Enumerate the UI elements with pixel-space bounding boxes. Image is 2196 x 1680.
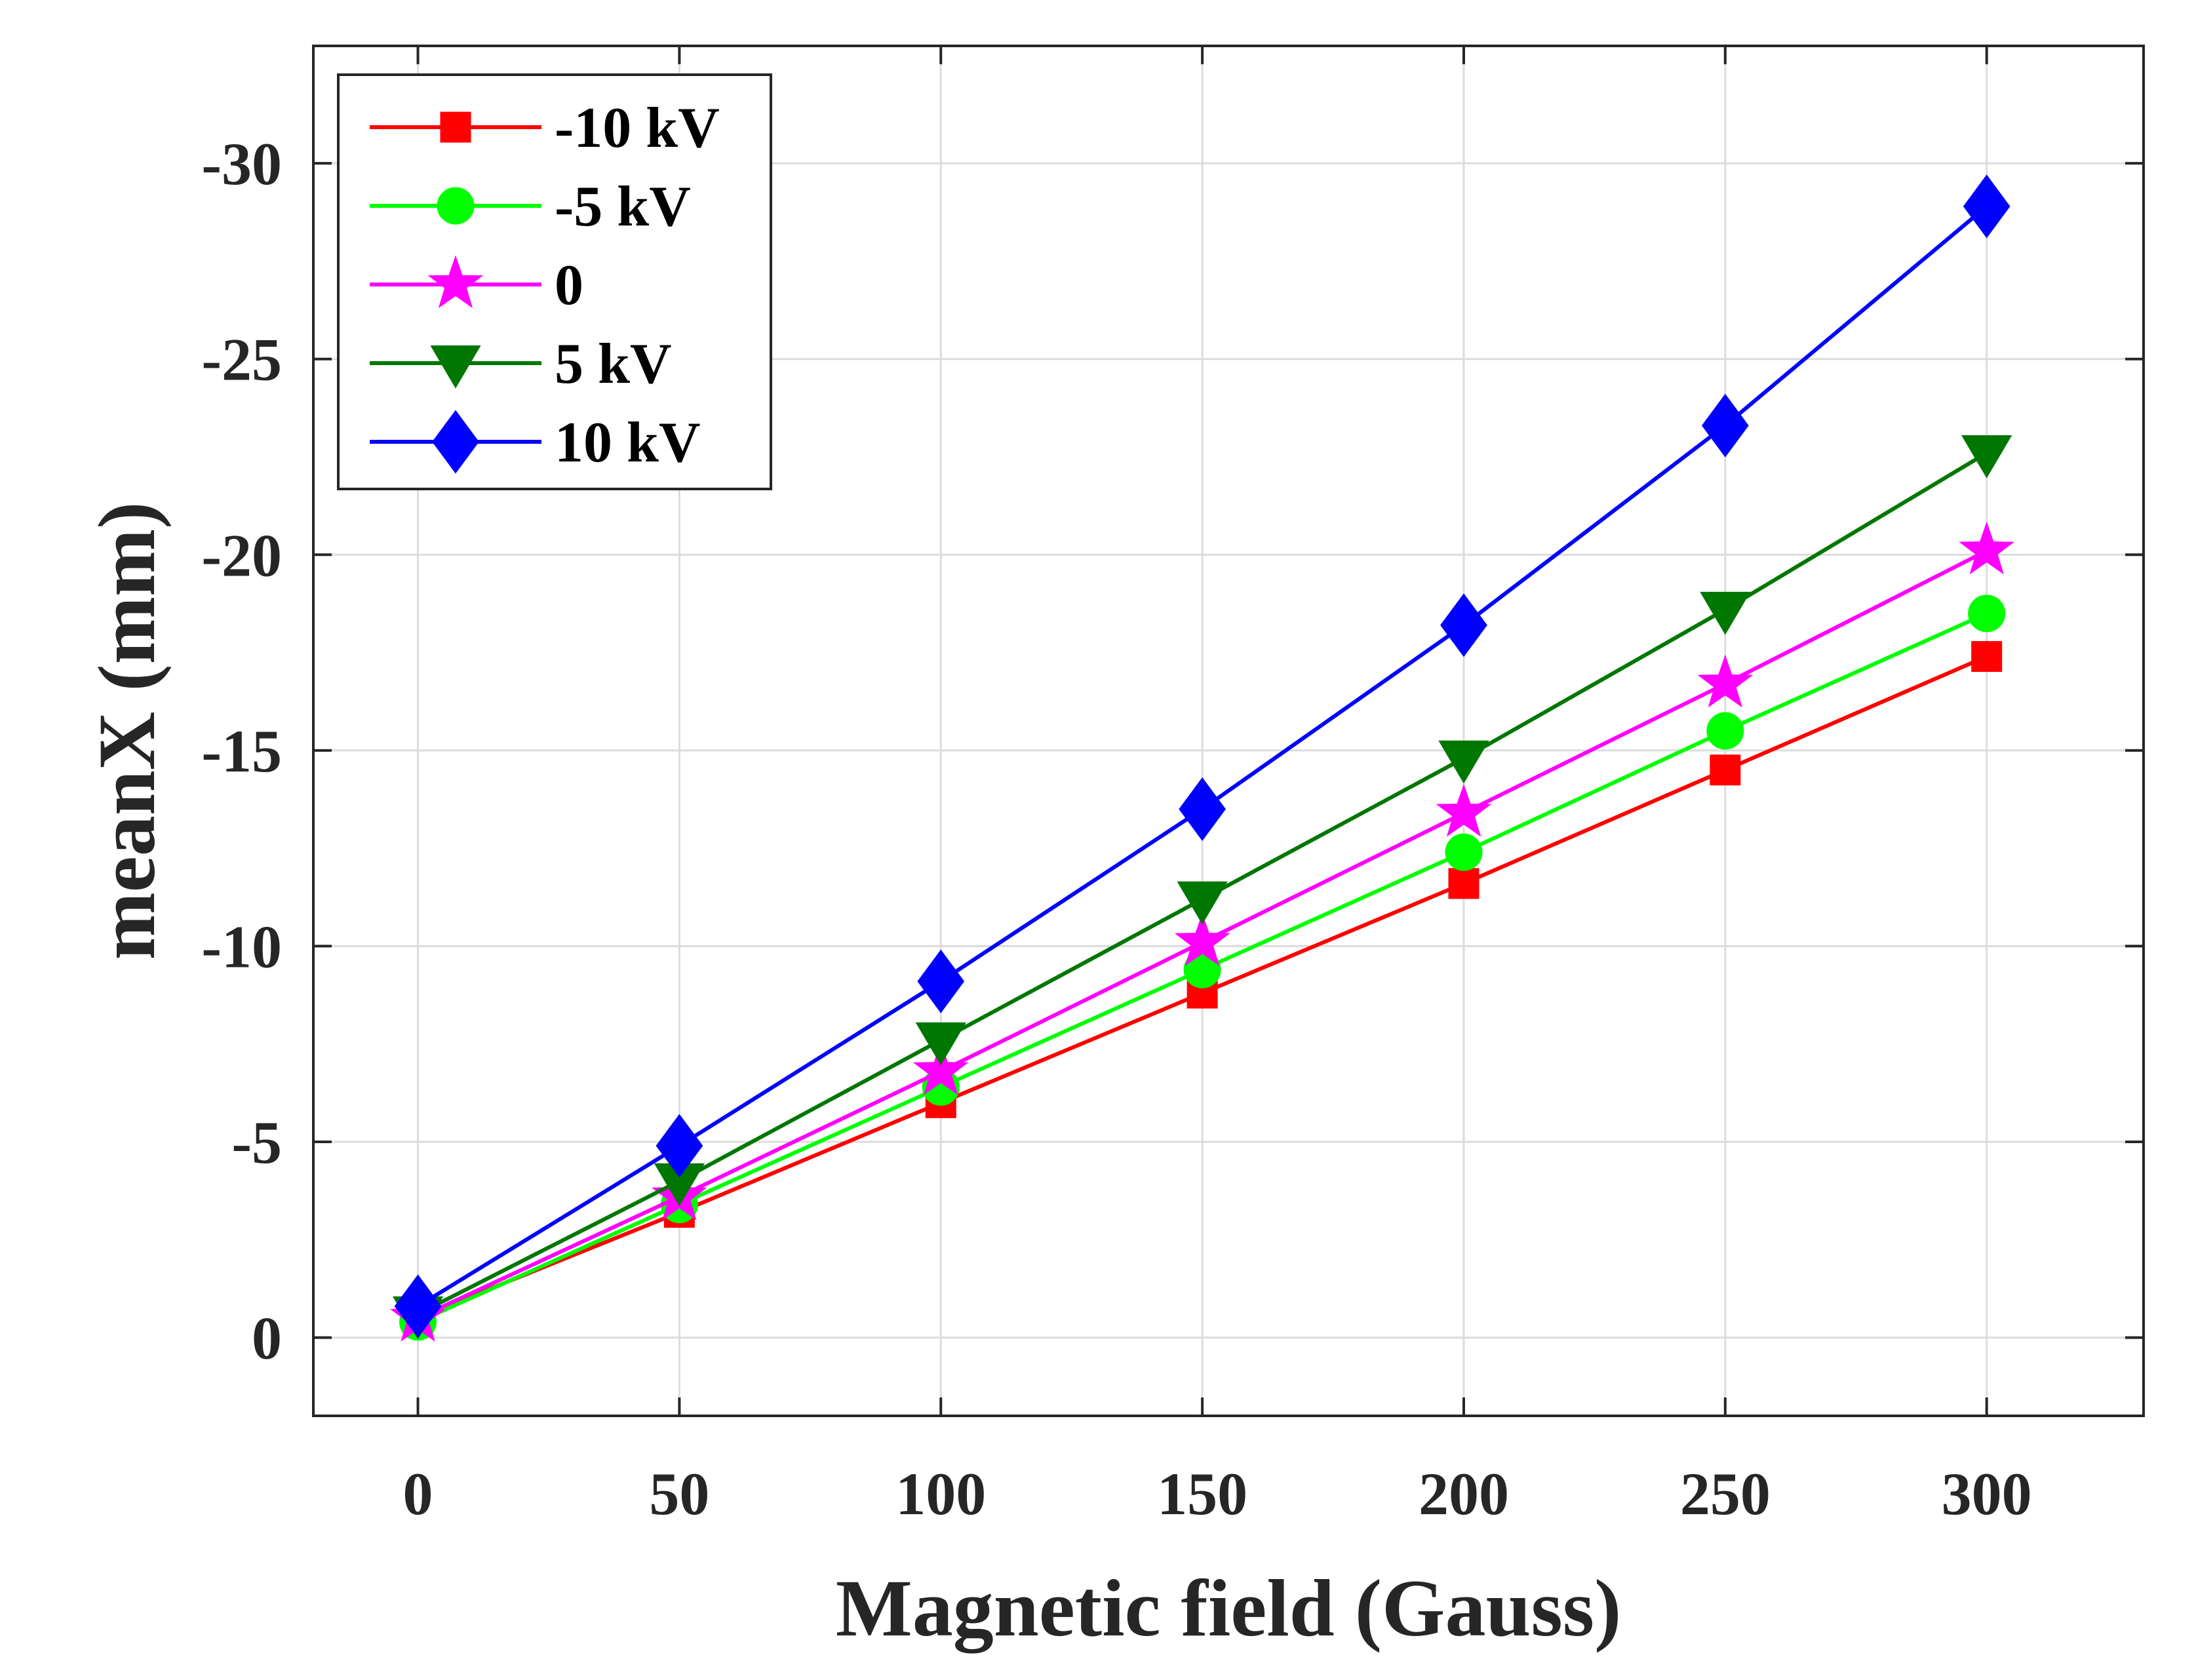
data-point: [1174, 912, 1230, 966]
data-point: [1445, 833, 1483, 871]
legend-marker: [440, 111, 471, 143]
data-point: [1697, 654, 1754, 708]
data-point: [656, 1114, 703, 1178]
legend-label: 0: [555, 254, 583, 317]
y-tick-label: -25: [201, 326, 282, 393]
data-point: [915, 1022, 966, 1066]
y-tick-label: -10: [201, 913, 282, 980]
data-point: [1710, 754, 1741, 786]
tick-layer: 0 50 100 150 200 250 300 0 -5 -10 -15 -20 -25 -30: [201, 46, 2144, 1527]
data-point: [1701, 393, 1749, 458]
y-axis-title: meanX (mm): [82, 501, 172, 960]
x-tick-label: 250: [1680, 1460, 1771, 1527]
legend-box: [337, 73, 772, 490]
x-axis-title: Magnetic field (Gauss): [836, 1563, 1622, 1654]
y-tick-label: 0: [252, 1305, 282, 1372]
data-point: [1438, 740, 1489, 784]
legend-marker: [437, 187, 475, 225]
legend-marker: [430, 345, 481, 389]
y-tick-label: -5: [231, 1109, 282, 1176]
legend: -10 kV -5 kV 0 5 kV 10 kV: [337, 73, 772, 490]
plot-frame: [312, 45, 2145, 1417]
series-layer: [390, 174, 2015, 1342]
data-point: [1968, 595, 2006, 633]
data-point: [1706, 712, 1744, 750]
legend-label: -10 kV: [555, 96, 720, 160]
y-tick-label: -20: [201, 522, 282, 589]
data-point: [1959, 521, 2015, 575]
data-point: [1440, 593, 1487, 657]
data-point: [1179, 777, 1226, 841]
legend-marker: [427, 255, 484, 309]
data-point: [1700, 591, 1751, 635]
data-point: [912, 1042, 969, 1095]
data-point: [1963, 174, 2010, 239]
data-point: [1971, 641, 2003, 673]
legend-marker: [432, 410, 479, 474]
x-tick-label: 100: [895, 1460, 986, 1527]
data-point: [1961, 435, 2012, 479]
x-tick-label: 300: [1942, 1460, 2032, 1527]
legend-label: -5 kV: [555, 175, 691, 239]
data-point: [394, 1274, 442, 1338]
y-tick-label: -30: [201, 130, 282, 197]
x-tick-label: 150: [1157, 1460, 1247, 1527]
series-4: [394, 174, 2010, 1338]
data-point: [1436, 783, 1492, 837]
x-tick-label: 200: [1419, 1460, 1509, 1527]
y-tick-label: -15: [201, 718, 282, 785]
data-point: [1177, 881, 1228, 925]
legend-label: 5 kV: [555, 332, 672, 396]
data-point: [917, 949, 965, 1013]
x-tick-label: 50: [649, 1460, 709, 1527]
x-tick-label: 0: [403, 1460, 433, 1527]
data-point: [1448, 868, 1480, 899]
legend-label: 10 kV: [555, 411, 701, 475]
